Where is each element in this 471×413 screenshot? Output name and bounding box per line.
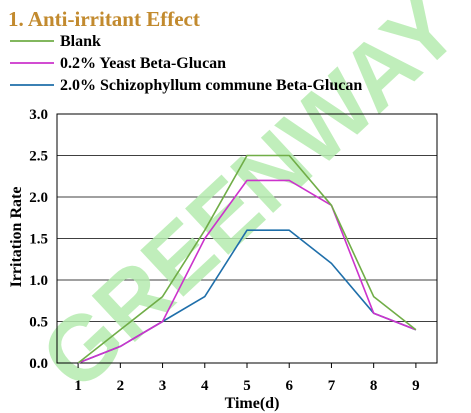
x-tick-label: 8	[370, 378, 378, 394]
x-tick-label: 6	[285, 378, 293, 394]
x-axis-label: Time(d)	[225, 395, 280, 412]
y-tick-label: 0.5	[29, 315, 48, 331]
x-tick-label: 9	[412, 378, 420, 394]
y-tick-label: 1.0	[29, 273, 48, 289]
x-tick-label: 5	[243, 378, 251, 394]
x-tick-label: 4	[201, 378, 209, 394]
legend-label-1: Blank	[60, 33, 101, 50]
legend-label-3: 2.0% Schizophyllum commune Beta-Glucan	[60, 77, 362, 94]
y-tick-label: 1.5	[29, 232, 48, 248]
legend-label-2: 0.2% Yeast Beta-Glucan	[60, 55, 226, 72]
x-tick-label: 2	[117, 378, 125, 394]
tick-labels: 0.0 0.5 1.0 1.5 2.0 2.5 3.0 1 2 3 4 5 6 7 8 9	[29, 107, 419, 394]
x-tick-label: 1	[74, 378, 82, 394]
legend: Blank 0.2% Yeast Beta-Glucan 2.0% Schizoph…	[10, 33, 362, 94]
axes	[56, 113, 438, 368]
chart-title: 1. Anti-irritant Effect	[8, 7, 200, 31]
y-tick-label: 3.0	[29, 107, 48, 123]
x-tick-label: 7	[328, 378, 336, 394]
series-line-2	[77, 179, 417, 364]
data-series	[77, 154, 417, 364]
y-tick-label: 2.5	[29, 149, 48, 165]
series-line-1	[77, 154, 417, 364]
x-tick-label: 3	[159, 378, 167, 394]
y-tick-label: 0.0	[29, 356, 48, 372]
y-axis-label: Irritation Rate	[8, 187, 25, 288]
y-tick-label: 2.0	[29, 190, 48, 206]
